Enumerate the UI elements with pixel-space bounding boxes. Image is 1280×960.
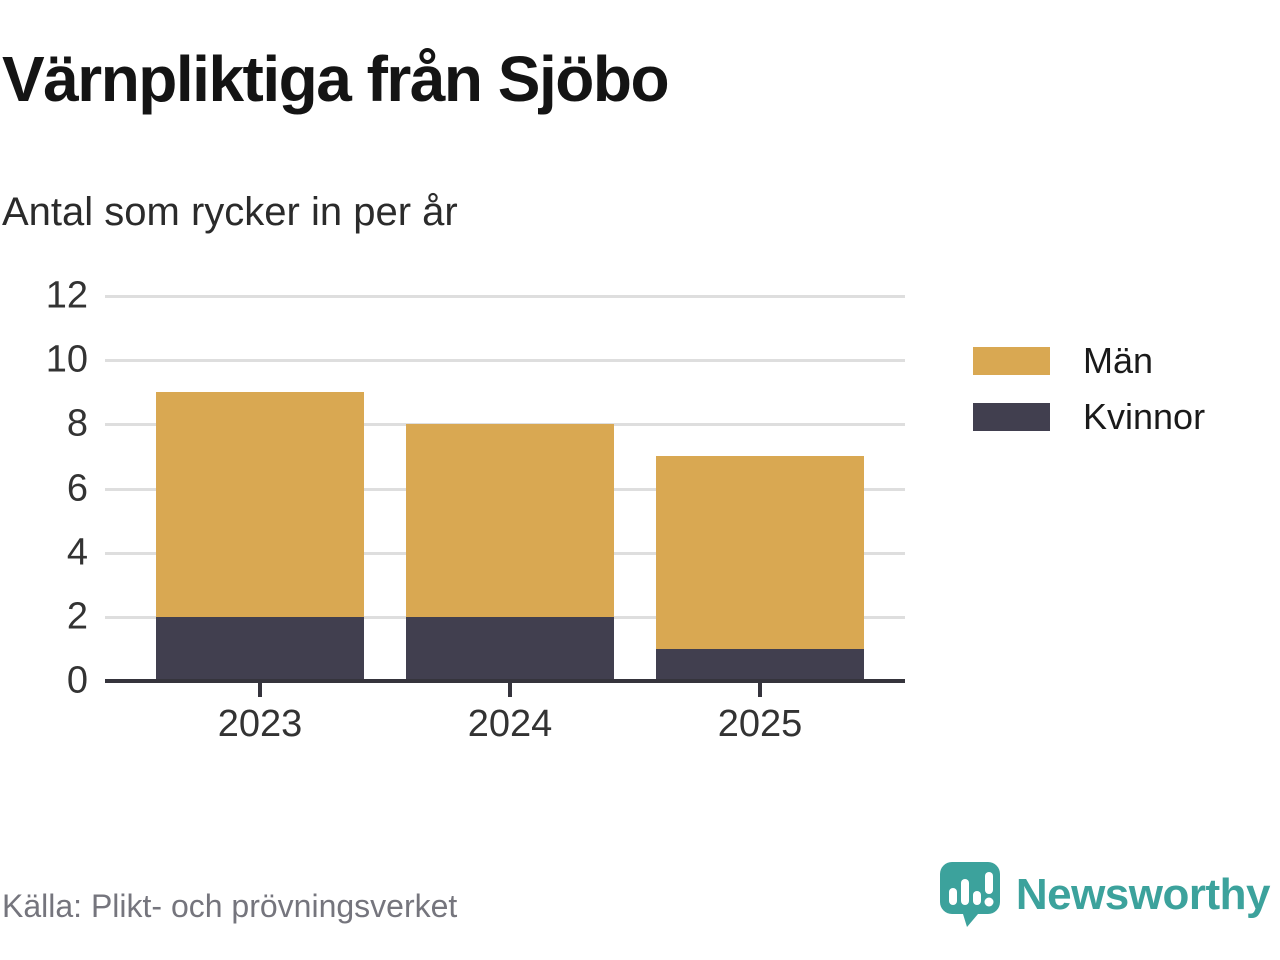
brand-footer: Newsworthy <box>938 860 1271 930</box>
chart-title: Värnpliktiga från Sjöbo <box>2 43 670 115</box>
bar-segment-män-2025 <box>656 456 864 649</box>
legend-swatch-män <box>973 347 1050 375</box>
x-axis-tick-2025 <box>758 682 762 697</box>
chart-subtitle: Antal som rycker in per år <box>2 190 458 234</box>
legend-item-kvinnor: Kvinnor <box>973 396 1205 438</box>
gridline-y-10 <box>105 359 905 363</box>
y-axis-tick-label: 2 <box>66 595 88 638</box>
y-axis-tick-label: 0 <box>66 659 88 702</box>
y-axis-tick-label: 8 <box>66 402 88 445</box>
x-axis-label-2024: 2024 <box>467 703 553 745</box>
y-axis-tick-label: 10 <box>45 338 88 381</box>
legend-label-män: Män <box>1083 340 1154 381</box>
gridline-y-12 <box>105 295 905 298</box>
x-axis-line <box>105 679 905 683</box>
bar-segment-kvinnor-2024 <box>406 616 614 681</box>
brand-name: Newsworthy <box>1015 870 1271 919</box>
bar-segment-män-2023 <box>156 392 364 617</box>
y-axis-tick-label: 12 <box>45 274 88 317</box>
source-caption: Källa: Plikt- och prövningsverket <box>2 888 458 924</box>
legend-item-män: Män <box>973 340 1153 382</box>
x-axis-label-2023: 2023 <box>217 703 303 745</box>
legend-label-kvinnor: Kvinnor <box>1083 396 1206 437</box>
x-axis-label-2025: 2025 <box>717 703 803 745</box>
bar-segment-kvinnor-2025 <box>656 648 864 681</box>
bar-segment-kvinnor-2023 <box>156 616 364 681</box>
x-axis-tick-2024 <box>508 682 512 697</box>
y-axis-tick-label: 4 <box>66 531 88 574</box>
x-axis-tick-2023 <box>258 682 262 697</box>
legend-swatch-kvinnor <box>973 403 1050 431</box>
bar-segment-män-2024 <box>406 424 614 617</box>
bar-chart-speech-bubble-icon <box>939 862 1000 927</box>
y-axis-tick-label: 6 <box>66 467 88 509</box>
